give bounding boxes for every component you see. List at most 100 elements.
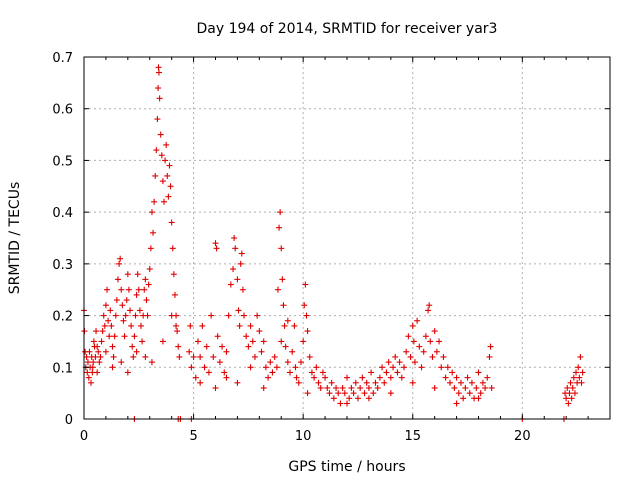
- data-point: [221, 369, 228, 376]
- data-point: [427, 338, 434, 345]
- data-point: [158, 152, 165, 159]
- data-point: [477, 390, 484, 397]
- data-point: [205, 369, 212, 376]
- data-point: [291, 322, 298, 329]
- data-point: [436, 338, 443, 345]
- data-point: [102, 302, 109, 309]
- data-point: [93, 328, 100, 335]
- data-point: [322, 374, 329, 381]
- data-point: [131, 333, 138, 340]
- data-point: [99, 328, 106, 335]
- data-point: [566, 390, 573, 397]
- data-point: [315, 379, 322, 386]
- data-point: [210, 353, 217, 360]
- data-point: [123, 297, 130, 304]
- data-point: [403, 348, 410, 355]
- data-point: [86, 348, 93, 355]
- data-point: [431, 384, 438, 391]
- data-point: [302, 281, 309, 288]
- data-point: [110, 353, 117, 360]
- data-point: [317, 384, 324, 391]
- data-point: [269, 369, 276, 376]
- data-point: [192, 374, 199, 381]
- data-point: [451, 384, 458, 391]
- data-point: [341, 390, 348, 397]
- data-point: [120, 317, 127, 324]
- data-point: [365, 395, 372, 402]
- data-point: [107, 307, 114, 314]
- data-point: [234, 276, 241, 283]
- data-point: [466, 390, 473, 397]
- data-point: [486, 353, 493, 360]
- data-point: [333, 384, 340, 391]
- data-points: [81, 64, 586, 422]
- data-point: [453, 400, 460, 407]
- data-point: [84, 369, 91, 376]
- data-point: [125, 286, 132, 293]
- data-point: [284, 317, 291, 324]
- data-point: [148, 359, 155, 366]
- data-point: [579, 369, 586, 376]
- data-point: [142, 353, 149, 360]
- data-point: [83, 353, 90, 360]
- data-point: [578, 379, 585, 386]
- data-point: [197, 353, 204, 360]
- data-point: [300, 338, 307, 345]
- data-point: [165, 193, 172, 200]
- data-point: [363, 379, 370, 386]
- y-tick-label: 0.1: [52, 361, 73, 376]
- data-point: [186, 348, 193, 355]
- data-point: [289, 348, 296, 355]
- data-point: [234, 379, 241, 386]
- data-point: [139, 338, 146, 345]
- data-point: [121, 333, 128, 340]
- data-point: [409, 379, 416, 386]
- data-point: [208, 312, 215, 319]
- data-point: [357, 384, 364, 391]
- data-point: [101, 322, 108, 329]
- data-point: [328, 379, 335, 386]
- data-point: [449, 369, 456, 376]
- data-point: [116, 260, 123, 267]
- data-point: [260, 384, 267, 391]
- x-tick-label: 5: [189, 429, 197, 444]
- data-point: [159, 178, 166, 185]
- data-point: [145, 281, 152, 288]
- data-point: [468, 379, 475, 386]
- data-point: [109, 343, 116, 350]
- data-point: [174, 328, 181, 335]
- data-point: [249, 338, 256, 345]
- data-point: [167, 183, 174, 190]
- data-point: [464, 374, 471, 381]
- data-point: [135, 286, 142, 293]
- data-point: [132, 312, 139, 319]
- data-point: [475, 395, 482, 402]
- data-point: [568, 395, 575, 402]
- data-point: [148, 209, 155, 216]
- data-point: [160, 198, 167, 205]
- data-point: [136, 307, 143, 314]
- data-point: [293, 374, 300, 381]
- data-point: [142, 276, 149, 283]
- y-tick-label: 0.2: [52, 310, 73, 325]
- data-point: [365, 384, 372, 391]
- data-point: [407, 353, 414, 360]
- data-point: [219, 343, 226, 350]
- data-point: [114, 276, 121, 283]
- data-point: [173, 322, 180, 329]
- data-point: [130, 353, 137, 360]
- data-point: [166, 162, 173, 169]
- data-point: [429, 353, 436, 360]
- data-point: [152, 172, 159, 179]
- data-point: [280, 302, 287, 309]
- y-tick-label: 0.4: [52, 206, 73, 221]
- data-point: [85, 374, 92, 381]
- data-point: [374, 384, 381, 391]
- data-point: [330, 395, 337, 402]
- data-point: [144, 312, 151, 319]
- data-point: [273, 364, 280, 371]
- y-tick-label: 0.6: [52, 103, 73, 118]
- data-point: [398, 374, 405, 381]
- data-point: [170, 271, 177, 278]
